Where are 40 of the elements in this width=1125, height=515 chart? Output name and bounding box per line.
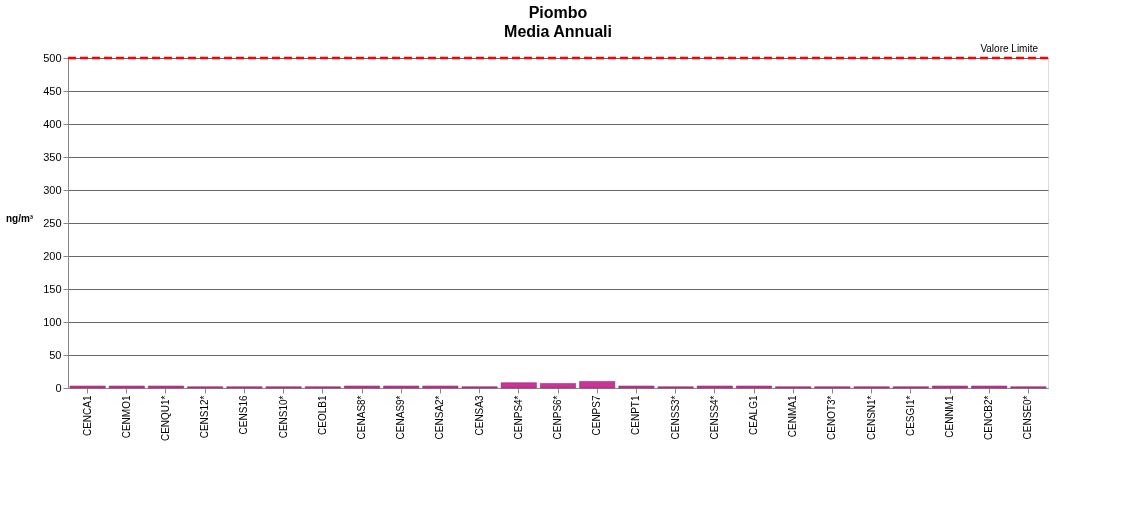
x-tick-label: CENPS6* — [552, 395, 563, 440]
x-tick-label: CENSA2* — [434, 395, 446, 440]
x-tick-label: CENAS8* — [356, 395, 367, 440]
x-tick-label: CENMO1 — [120, 395, 132, 439]
y-axis-title: ng/m³ — [5, 212, 34, 224]
y-tick-label: 50 — [49, 348, 62, 361]
x-tick-label: CENCB2* — [983, 395, 995, 440]
y-tick-label: 350 — [43, 150, 62, 163]
x-tick-label: CENS10* — [277, 395, 289, 439]
x-tick-label: CEOLB1 — [316, 395, 328, 435]
x-tick-label: CENSN1* — [865, 395, 877, 440]
x-tick-label: CENPT1 — [630, 395, 642, 435]
x-tick-label: CENSA3 — [473, 395, 485, 436]
y-tick-label: 150 — [43, 282, 62, 295]
x-tick-label: CENNM1 — [944, 395, 955, 438]
x-tick-label: CESGI1* — [904, 395, 916, 437]
x-tick-label: CENPS4* — [512, 395, 524, 440]
x-tick-label: CENSS4* — [708, 395, 720, 440]
chart-subtitle: Media Annuali — [504, 23, 612, 40]
x-tick-label: CENS12* — [199, 395, 211, 439]
y-tick-label: 200 — [43, 249, 62, 262]
y-tick-label: 450 — [43, 84, 62, 97]
y-tick-label: 400 — [43, 117, 62, 130]
x-tick-label: CENS16 — [238, 395, 250, 435]
x-tick-label: CENCA1 — [81, 395, 93, 437]
x-tick-label: CEALG1 — [748, 395, 759, 435]
y-tick-label: 250 — [43, 216, 62, 229]
x-tick-label: CENAS9* — [395, 395, 407, 440]
y-tick-label: 300 — [43, 183, 62, 196]
x-tick-label: CENSE0* — [1022, 395, 1034, 440]
y-tick-label: 0 — [55, 381, 62, 394]
x-tick-label: CENQU1* — [160, 395, 171, 442]
y-tick-label: 100 — [43, 315, 62, 328]
ref-line-label: Valore Limite — [980, 43, 1039, 54]
x-tick-label: CENPS7 — [591, 395, 603, 436]
x-tick-label: CENSS3* — [669, 395, 681, 440]
chart-title: Piombo — [528, 4, 588, 21]
y-tick-label: 500 — [43, 51, 62, 64]
x-tick-label: CENOT3* — [826, 395, 838, 440]
x-tick-label: CENMA1 — [787, 395, 799, 438]
